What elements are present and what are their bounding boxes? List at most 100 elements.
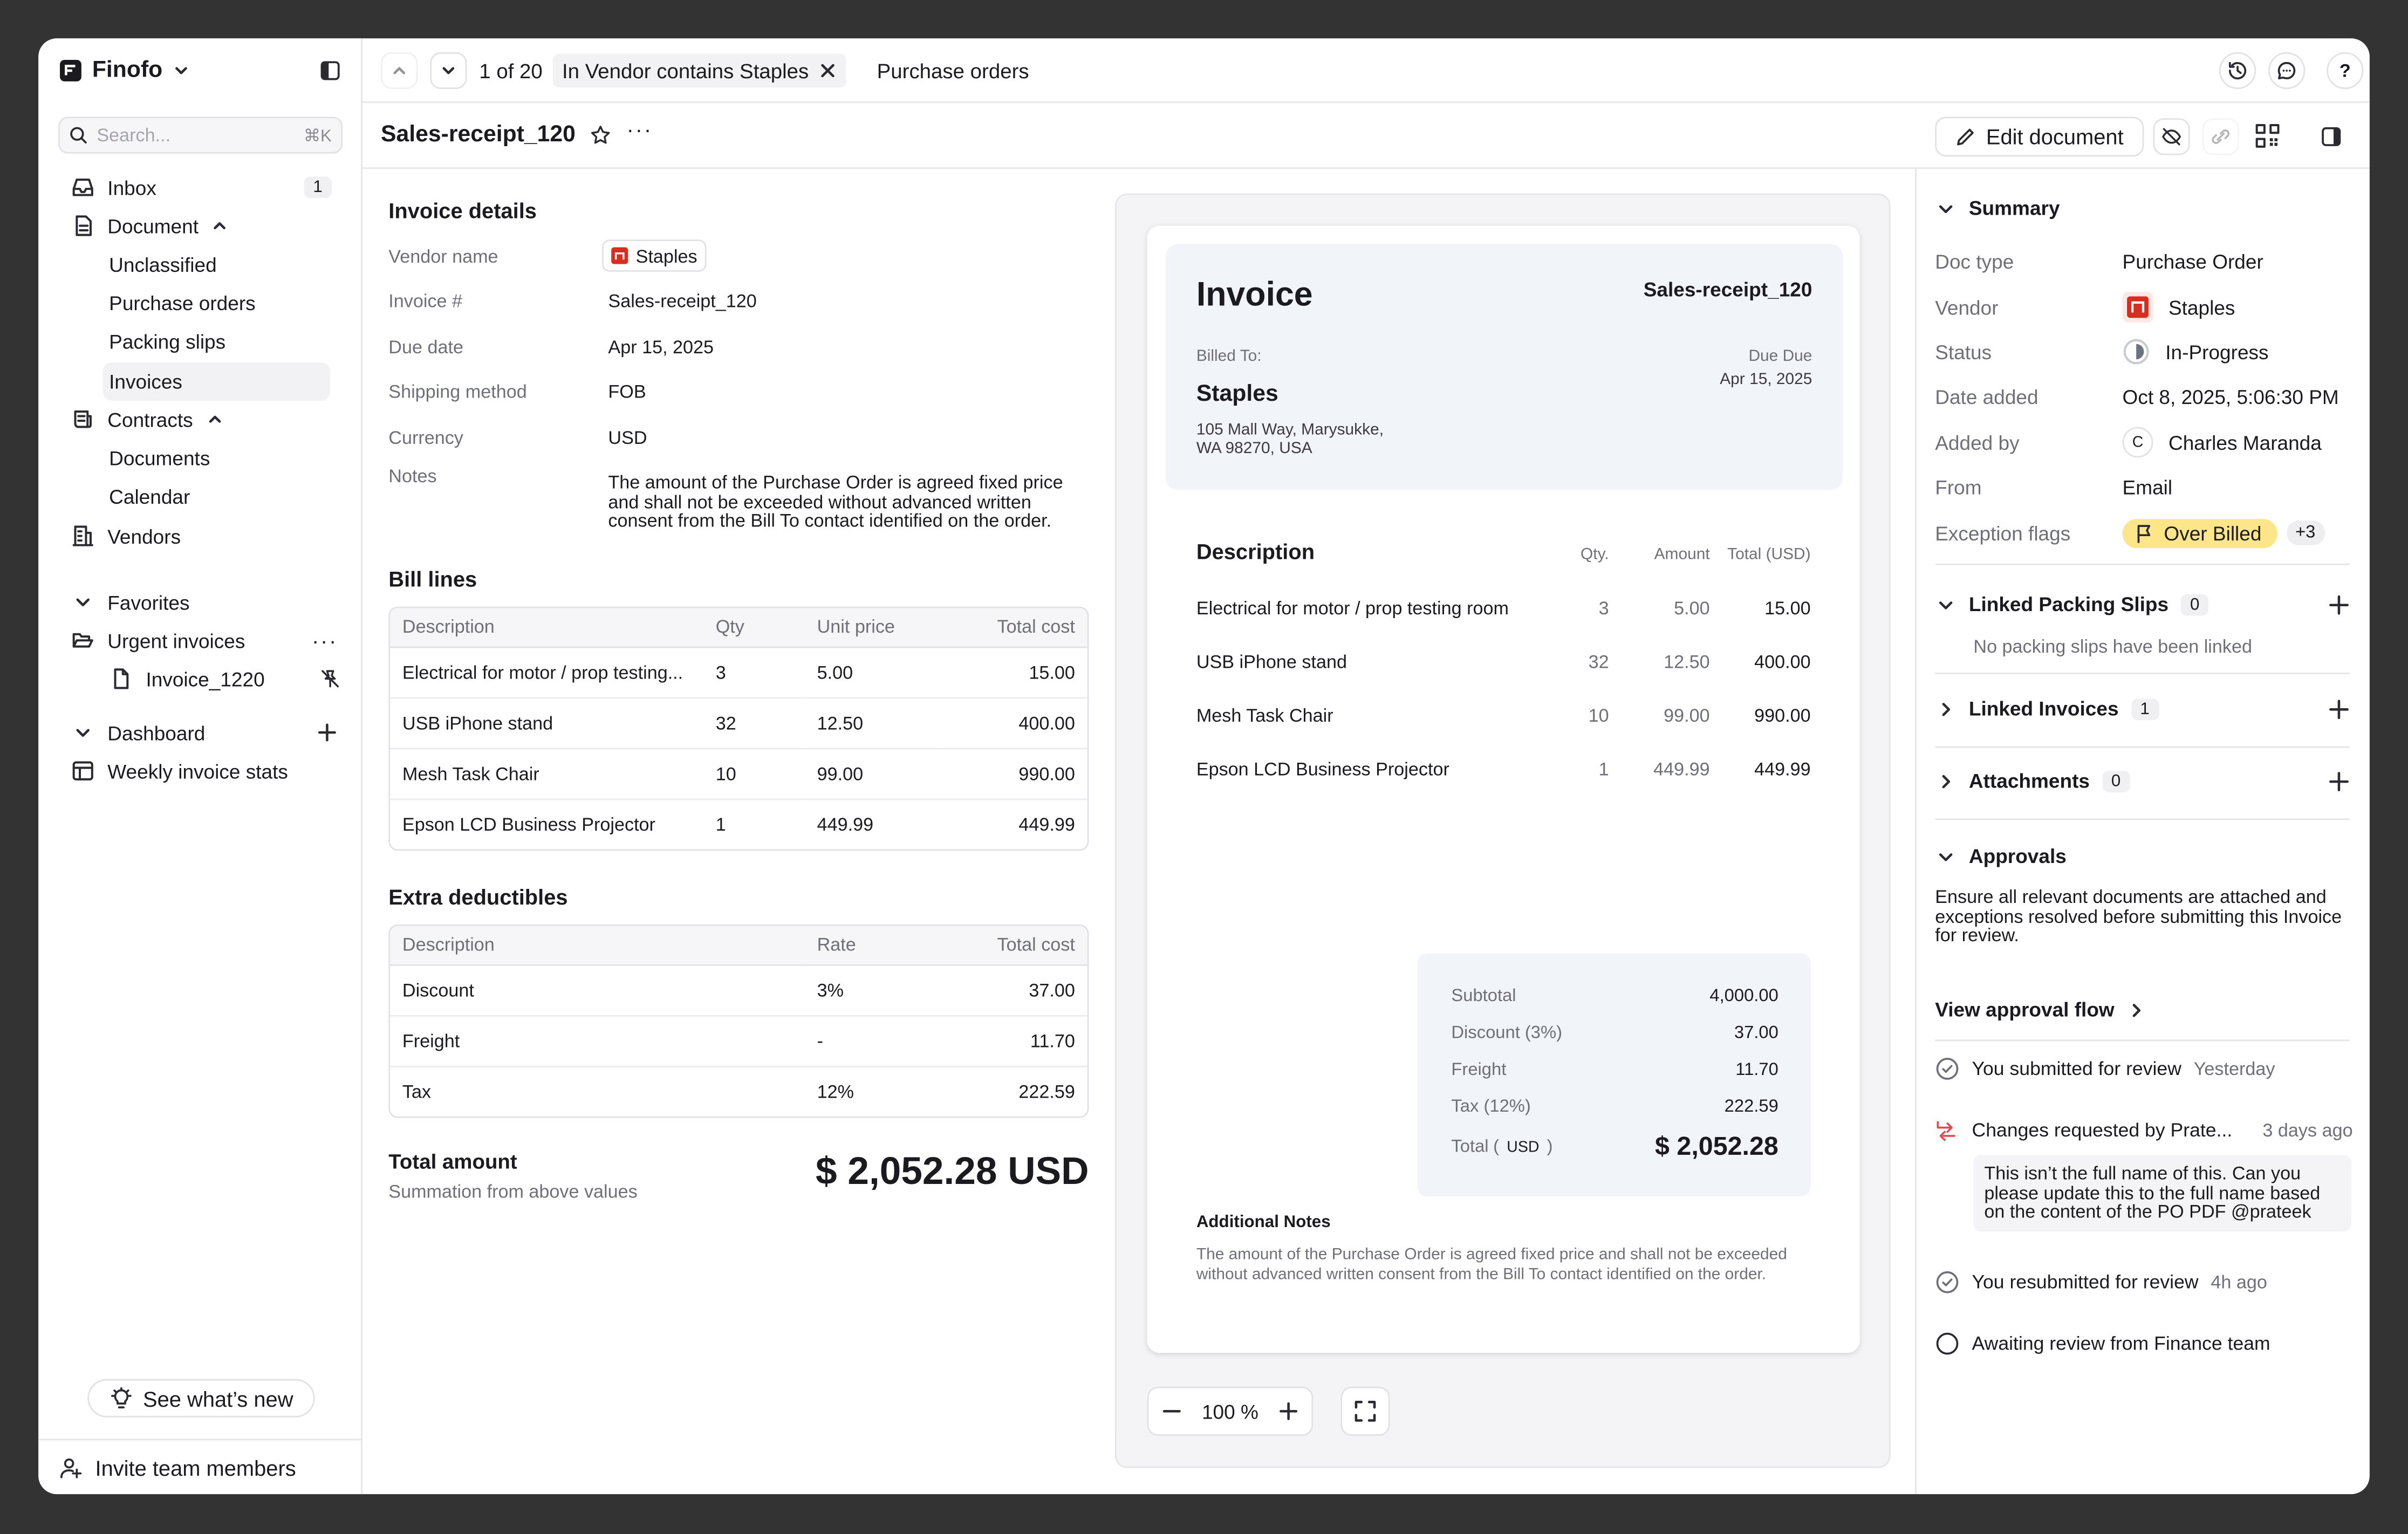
extra-deductibles-heading: Extra deductibles <box>388 884 568 909</box>
table-cell: Epson LCD Business Projector <box>390 798 703 850</box>
sidebar-item-weekly-invoice-stats[interactable]: Weekly invoice stats <box>58 752 344 789</box>
billed-to-address-line2: WA 98270, USA <box>1196 439 1312 458</box>
invite-team-button[interactable]: Invite team members <box>38 1439 362 1494</box>
table-row[interactable]: Discount 3% 37.00 <box>390 964 1087 1015</box>
table-cell: 3 <box>715 661 726 683</box>
dashboard-section-toggle[interactable]: Dashboard <box>58 714 344 751</box>
preview-grand-total: Total(USD) $ 2,052.28 <box>1451 1132 1778 1161</box>
sidebar-item-unclassified[interactable]: Unclassified <box>109 253 217 277</box>
table-cell: 449.99 <box>943 798 1087 850</box>
qr-code-icon[interactable] <box>2254 123 2280 149</box>
view-approval-flow-link[interactable]: View approval flow <box>1935 998 2145 1021</box>
divider <box>1935 818 2350 820</box>
divider <box>1935 563 2350 565</box>
unlink-icon[interactable] <box>2202 118 2239 155</box>
zoom-in-icon[interactable] <box>1278 1400 1299 1422</box>
favorites-section-toggle[interactable]: Favorites <box>58 584 344 620</box>
table-row[interactable]: Electrical for motor / prop testing... 3 5… <box>390 647 1087 697</box>
billed-to-name: Staples <box>1196 381 1278 407</box>
zoom-level: 100 % <box>1201 1400 1258 1423</box>
attachments-toggle[interactable]: Attachments 0 <box>1935 769 2350 792</box>
pending-circle-icon <box>1935 1331 1960 1356</box>
sidebar-item-purchase-orders[interactable]: Purchase orders <box>109 291 256 315</box>
table-row[interactable]: Mesh Task Chair 10 99.00 990.00 <box>390 747 1087 799</box>
over-billed-flag[interactable]: Over Billed <box>2122 518 2277 547</box>
more-options-icon[interactable]: ··· <box>311 628 338 653</box>
sidebar-item-packing-slips[interactable]: Packing slips <box>109 330 226 353</box>
currency-value[interactable]: USD <box>608 427 647 449</box>
whats-new-button[interactable]: See what’s new <box>87 1379 315 1417</box>
table-row[interactable]: USB iPhone stand 32 12.50 400.00 <box>390 696 1087 748</box>
breadcrumb-view[interactable]: Purchase orders <box>877 59 1029 83</box>
preview-total-row: Discount (3%) 37.00 <box>1451 1024 1778 1043</box>
table-cell: 12% <box>804 1065 943 1117</box>
vendor-name-label: Vendor name <box>388 245 498 268</box>
sidebar-item-inbox[interactable]: Inbox 1 <box>58 169 344 206</box>
due-date-value[interactable]: Apr 15, 2025 <box>608 336 714 358</box>
staples-logo-icon <box>611 247 628 264</box>
linked-packing-slips-toggle[interactable]: Linked Packing Slips 0 <box>1935 593 2350 616</box>
favorite-folder-urgent-invoices[interactable]: Urgent invoices ··· <box>58 622 344 659</box>
sidebar-item-calendar[interactable]: Calendar <box>109 485 190 509</box>
approvals-toggle[interactable]: Approvals <box>1935 845 2350 868</box>
chevron-down-icon <box>71 720 95 745</box>
hide-icon[interactable] <box>2153 118 2190 155</box>
changes-requested-icon <box>1935 1118 1960 1143</box>
search-input[interactable]: Search... ⌘K <box>58 117 343 154</box>
table-cell: 37.00 <box>1029 978 1075 1001</box>
vendor-name-value[interactable]: Staples <box>602 239 707 272</box>
document-header: Sales-receipt_120 ··· Edit document <box>362 105 2370 169</box>
help-icon[interactable]: ? <box>2327 52 2364 90</box>
edit-document-button[interactable]: Edit document <box>1935 117 2144 157</box>
fullscreen-icon[interactable] <box>1340 1386 1390 1436</box>
notes-value[interactable]: The amount of the Purchase Order is agre… <box>608 471 1063 532</box>
next-document-button[interactable] <box>430 52 467 90</box>
summary-status: Status In-Progress <box>1935 333 2365 370</box>
app-name: Finofo <box>92 57 163 83</box>
table-cell: Mesh Task Chair <box>390 747 703 799</box>
add-dashboard-icon[interactable] <box>316 722 338 743</box>
table-row[interactable]: Tax 12% 222.59 <box>390 1065 1087 1117</box>
top-bar: 1 of 20 In Vendor contains Staples Purch… <box>362 38 2370 103</box>
toggle-right-panel-icon[interactable] <box>2313 118 2350 155</box>
shipping-method-value[interactable]: FOB <box>608 381 646 402</box>
due-label: Due Due <box>1748 347 1812 366</box>
comments-icon[interactable] <box>2268 52 2306 90</box>
progress-status-icon <box>2123 338 2150 365</box>
chevron-up-icon <box>205 410 223 428</box>
close-icon[interactable] <box>818 61 836 80</box>
sidebar-item-contracts[interactable]: Contracts <box>58 401 344 437</box>
table-cell: 11.70 <box>943 1014 1087 1066</box>
unpin-icon[interactable] <box>319 668 341 689</box>
workspace-switcher[interactable]: Finofo <box>58 57 190 83</box>
invoice-details-heading: Invoice details <box>388 198 537 223</box>
linked-invoices-toggle[interactable]: Linked Invoices 1 <box>1935 697 2350 720</box>
table-cell: Electrical for motor / prop testing... <box>402 661 683 683</box>
staples-logo-icon <box>2122 291 2153 323</box>
divider <box>1935 746 2350 748</box>
add-attachment-icon[interactable] <box>2328 770 2350 792</box>
more-flags-badge[interactable]: +3 <box>2286 521 2325 545</box>
active-filter-chip[interactable]: In Vendor contains Staples <box>552 53 846 88</box>
add-packing-slip-icon[interactable] <box>2328 593 2350 615</box>
favorite-file-invoice-1220[interactable]: Invoice_1220 <box>97 660 344 697</box>
zoom-out-icon[interactable] <box>1161 1400 1182 1422</box>
add-invoice-icon[interactable] <box>2328 698 2350 720</box>
table-row[interactable]: Freight -11.70 <box>390 1014 1087 1066</box>
summary-date-added: Date added Oct 8, 2025, 5:06:30 PM <box>1935 385 2339 408</box>
history-icon[interactable] <box>2219 52 2256 90</box>
sidebar-item-invoices[interactable]: Invoices <box>102 362 331 401</box>
preview-table-header: Description Qty. Amount Total (USD) <box>1196 539 1811 564</box>
table-cell: 449.99 <box>804 798 943 850</box>
sidebar-item-contract-documents[interactable]: Documents <box>109 447 210 470</box>
previous-document-button[interactable] <box>381 52 418 90</box>
sidebar-item-vendors[interactable]: Vendors <box>58 517 344 554</box>
table-cell: 1 <box>703 798 805 850</box>
invoice-number-value[interactable]: Sales-receipt_120 <box>608 290 757 312</box>
star-icon[interactable] <box>590 125 611 146</box>
summary-section-toggle[interactable]: Summary <box>1935 196 2350 220</box>
table-row[interactable]: Epson LCD Business Projector 1 449.99 449.9… <box>390 798 1087 850</box>
more-options-icon[interactable]: ··· <box>626 117 653 141</box>
collapse-sidebar-icon[interactable] <box>319 60 341 81</box>
sidebar-item-document[interactable]: Document <box>58 207 344 244</box>
